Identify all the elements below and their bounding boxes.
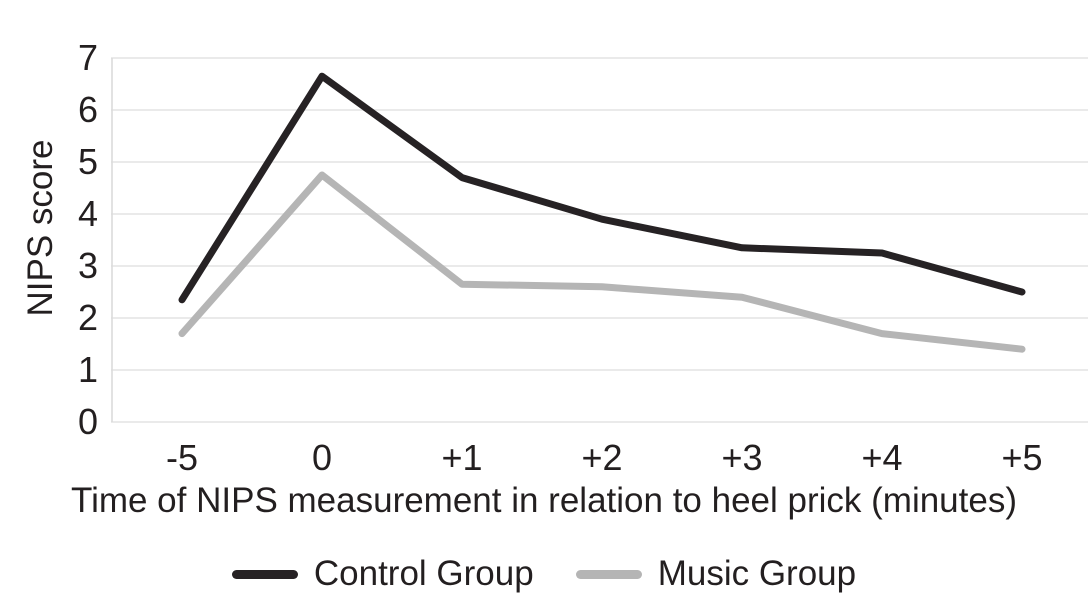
x-tick-label: +3 [721,437,763,478]
series-line-control-group [178,72,1026,304]
legend-item-music-group: Music Group [575,554,857,594]
x-tick-label: 0 [311,437,333,478]
y-tick-label: 3 [77,245,98,286]
legend-label: Music Group [657,554,857,593]
x-tick-label: +5 [1001,437,1043,478]
legend-swatch [231,569,298,579]
y-tick-label: 6 [77,89,98,130]
x-tick-label: -5 [165,437,199,478]
plot-canvas [111,57,1088,423]
legend-item-control-group: Control Group [231,554,534,594]
y-tick-label: 1 [77,349,98,390]
y-tick-label: 5 [77,141,98,182]
y-tick-label: 2 [77,297,98,338]
legend-swatch [575,569,642,579]
x-tick-label: +4 [861,437,903,478]
legend: Control Group Music Group [0,554,1088,594]
series-line-music-group [178,171,1026,353]
plot-area [111,57,1088,424]
x-tick-label: +1 [441,437,483,478]
legend-label: Control Group [313,554,534,593]
x-tick-label: +2 [581,437,623,478]
y-tick-label: 4 [77,193,98,234]
y-tick-label: 7 [77,37,98,78]
y-tick-label: 0 [77,401,98,442]
x-axis-title: Time of NIPS measurement in relation to … [70,481,1017,520]
